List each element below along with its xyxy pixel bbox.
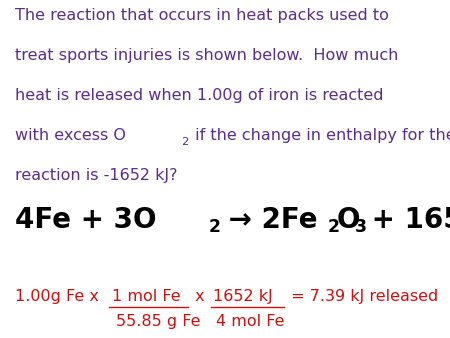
Text: 2: 2 [328, 218, 340, 236]
Text: 4Fe + 3O: 4Fe + 3O [15, 206, 156, 234]
Text: 2: 2 [181, 137, 189, 147]
Text: O: O [336, 206, 360, 234]
Text: with excess O: with excess O [15, 128, 126, 143]
Text: → 2Fe: → 2Fe [219, 206, 317, 234]
Text: 1 mol Fe: 1 mol Fe [112, 289, 180, 304]
Text: heat is released when 1.00g of iron is reacted: heat is released when 1.00g of iron is r… [15, 88, 383, 103]
Text: + 1652 kJ: + 1652 kJ [362, 206, 450, 234]
Text: 1652 kJ: 1652 kJ [213, 289, 273, 304]
Text: 4 mol Fe: 4 mol Fe [216, 314, 285, 329]
Text: = 7.39 kJ released: = 7.39 kJ released [286, 289, 438, 304]
Text: x: x [190, 289, 210, 304]
Text: treat sports injuries is shown below.  How much: treat sports injuries is shown below. Ho… [15, 48, 398, 63]
Text: The reaction that occurs in heat packs used to: The reaction that occurs in heat packs u… [15, 8, 389, 23]
Text: if the change in enthalpy for the: if the change in enthalpy for the [190, 128, 450, 143]
Text: 3: 3 [355, 218, 367, 236]
Text: 55.85 g Fe: 55.85 g Fe [116, 314, 201, 329]
Text: reaction is -1652 kJ?: reaction is -1652 kJ? [15, 168, 177, 183]
Text: 1.00g Fe x: 1.00g Fe x [15, 289, 104, 304]
Text: 2: 2 [208, 218, 220, 236]
